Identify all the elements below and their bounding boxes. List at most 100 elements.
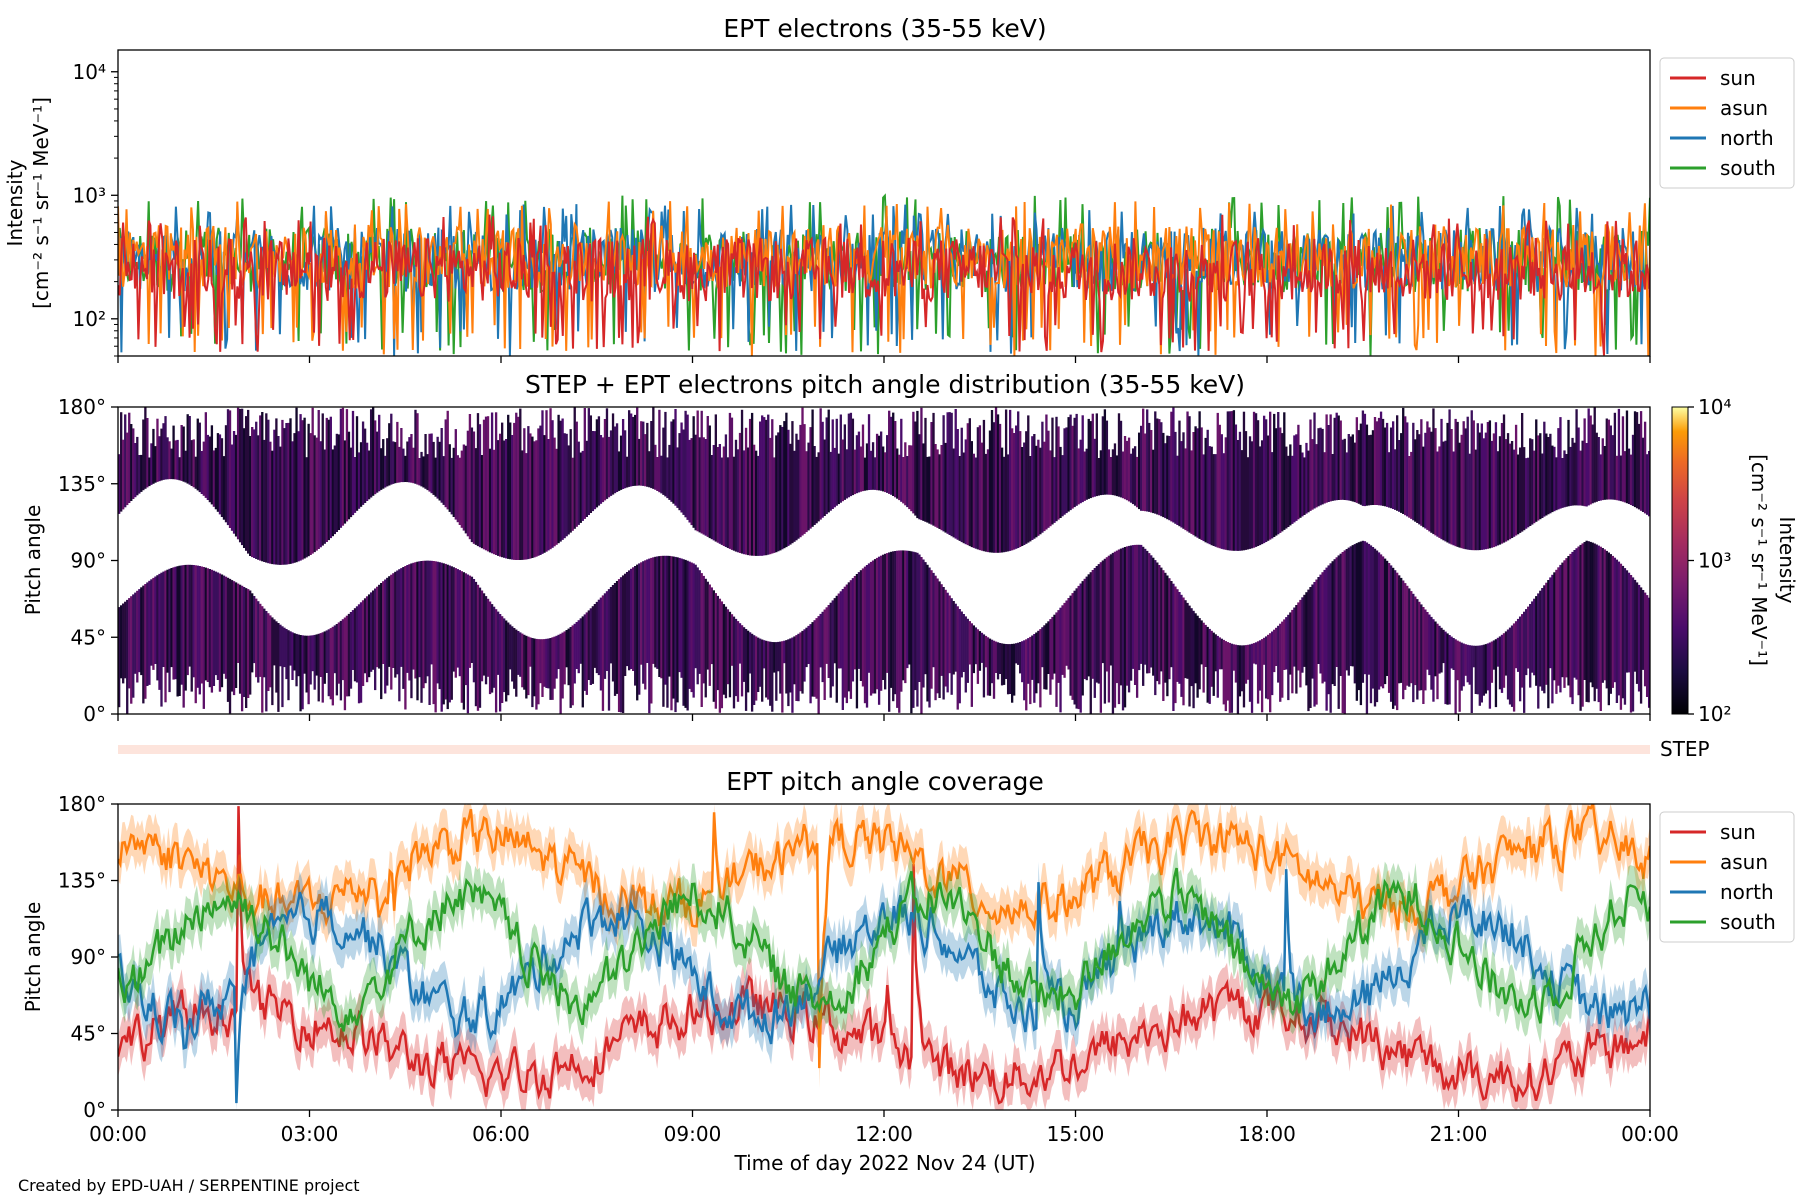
panel1-ytick-label: 10⁴ (73, 60, 106, 84)
heatmap-cell (198, 566, 201, 695)
heatmap-cell (1591, 542, 1594, 688)
heatmap-cell (132, 594, 135, 698)
heatmap-cell (436, 436, 439, 499)
heatmap-cell (1220, 638, 1223, 670)
heatmap-cell (1371, 547, 1375, 689)
heatmap-cell (440, 428, 443, 503)
heatmap-cell (803, 424, 806, 534)
heatmap-cell (1400, 433, 1403, 513)
heatmap-cell (1341, 552, 1344, 714)
heatmap-cell (728, 611, 732, 698)
heatmap-cell (1547, 580, 1550, 709)
heatmap-cell (559, 633, 562, 714)
heatmap-cell (484, 596, 488, 685)
heatmap-cell (1408, 456, 1411, 518)
heatmap-cell (418, 561, 421, 678)
heatmap-cell (378, 584, 381, 669)
heatmap-cell (636, 407, 639, 486)
heatmap-cell (926, 456, 929, 523)
heatmap-cell (1412, 422, 1415, 521)
heatmap-cell (1186, 411, 1189, 532)
panel3-ytick-label: 135° (58, 869, 106, 893)
heatmap-cell (1359, 423, 1363, 505)
heatmap-cell (1164, 572, 1167, 683)
heatmap-cell (1573, 442, 1576, 506)
heatmap-cell (1643, 592, 1647, 687)
heatmap-cell (347, 431, 351, 520)
heatmap-cell (601, 437, 605, 503)
heatmap-cell (1442, 629, 1445, 664)
heatmap-cell (1287, 614, 1290, 701)
heatmap-cell (196, 418, 199, 491)
heatmap-cell (863, 566, 867, 704)
heatmap-cell (1131, 448, 1135, 505)
heatmap-cell (744, 427, 748, 555)
heatmap-cell (1071, 593, 1074, 700)
heatmap-cell (1555, 569, 1558, 694)
heatmap-cell (589, 415, 593, 513)
heatmap-cell (819, 408, 822, 520)
heatmap-cell (621, 575, 625, 713)
heatmap-cell (1303, 594, 1306, 667)
heatmap-cell (982, 419, 986, 552)
heatmap-cell (1625, 410, 1629, 504)
heatmap-cell (1256, 420, 1260, 546)
panel3-series-sun (118, 806, 1650, 1105)
heatmap-cell (815, 456, 818, 524)
heatmap-cell (220, 574, 224, 688)
heatmap-cell (791, 637, 794, 713)
heatmap-cell (1248, 436, 1252, 549)
heatmap-cell (1214, 634, 1217, 672)
heatmap-cell (1315, 579, 1318, 705)
heatmap-cell (621, 419, 625, 489)
heatmap-cell (1450, 429, 1453, 545)
heatmap-cell (1190, 450, 1193, 534)
heatmap-cell (916, 410, 919, 519)
heatmap-cell (220, 438, 224, 517)
heatmap-cell (1172, 407, 1175, 523)
heatmap-cell (331, 449, 334, 537)
heatmap-cell (994, 407, 998, 553)
heatmap-cell (644, 560, 647, 690)
heatmap-cell (950, 412, 953, 537)
colorbar-tick-label: 10² (1698, 702, 1731, 726)
panel1-ylabel-line1: Intensity (3, 159, 27, 246)
heatmap-cell (162, 423, 165, 480)
heatmap-cell (1119, 548, 1123, 686)
heatmap-cell (1637, 423, 1641, 510)
heatmap-cell (1323, 569, 1326, 682)
heatmap-cell (853, 449, 857, 495)
heatmap-cell (974, 457, 978, 549)
heatmap-cell (914, 421, 917, 516)
heatmap-cell (1575, 409, 1578, 506)
heatmap-cell (1291, 609, 1294, 694)
heatmap-cell (242, 428, 246, 548)
heatmap-cell (1631, 577, 1635, 712)
heatmap-cell (1111, 552, 1115, 714)
heatmap-cell (789, 443, 792, 545)
heatmap-cell (1083, 451, 1086, 501)
heatmap-cell (873, 559, 877, 694)
heatmap-cell (496, 611, 500, 675)
heatmap-cell (847, 582, 851, 692)
heatmap-cell (323, 631, 326, 684)
heatmap-cell (682, 559, 685, 706)
heatmap-cell (1351, 545, 1354, 667)
heatmap-cell (1414, 439, 1417, 522)
heatmap-cell (1424, 609, 1427, 691)
heatmap-cell (1406, 422, 1409, 517)
heatmap-cell (1601, 548, 1604, 683)
heatmap-cell (307, 635, 310, 705)
heatmap-cell (861, 424, 865, 492)
heatmap-cell (293, 433, 296, 563)
heatmap-cell (424, 434, 427, 489)
heatmap-cell (779, 641, 782, 694)
heatmap-cell (748, 418, 752, 556)
heatmap-cell (545, 638, 548, 688)
heatmap-cell (466, 430, 470, 537)
panel2-ytick-label: 135° (58, 472, 106, 496)
heatmap-cell (279, 446, 282, 565)
heatmap-cell (335, 433, 339, 532)
heatmap-cell (148, 580, 151, 685)
heatmap-cell (1117, 413, 1121, 497)
